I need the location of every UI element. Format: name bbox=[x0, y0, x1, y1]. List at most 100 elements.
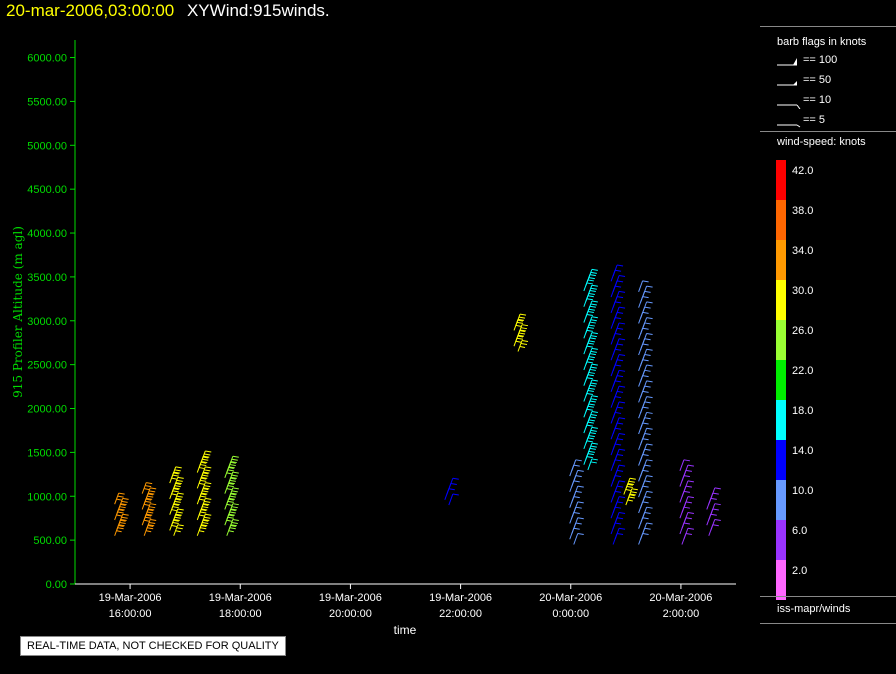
x-tick-time: 18:00:00 bbox=[219, 608, 262, 620]
barb-feather bbox=[117, 495, 124, 498]
barb-feather bbox=[625, 489, 631, 491]
barb-feather bbox=[616, 359, 624, 362]
barb-staff bbox=[614, 480, 620, 493]
barb-feather bbox=[573, 480, 580, 483]
barb-feather bbox=[205, 450, 212, 453]
barb-staff bbox=[614, 496, 620, 508]
barb-feather bbox=[121, 516, 128, 519]
barb-staff bbox=[683, 512, 689, 524]
barb-feather bbox=[683, 490, 690, 493]
barb-feather bbox=[614, 490, 622, 493]
barb-feather bbox=[586, 314, 593, 317]
barb-feather bbox=[176, 495, 183, 498]
barb-feather bbox=[150, 518, 157, 521]
barb-feather bbox=[230, 524, 237, 527]
barb-feather bbox=[452, 477, 459, 480]
barb-staff bbox=[683, 480, 689, 493]
barb-feather bbox=[646, 459, 653, 462]
barb-feather bbox=[232, 487, 239, 490]
barb-feather bbox=[614, 459, 622, 462]
barb-feather bbox=[589, 384, 596, 387]
barb-feather bbox=[517, 319, 524, 322]
barb-staff bbox=[573, 470, 579, 482]
barb-feather bbox=[616, 264, 624, 267]
barb-feather bbox=[175, 513, 182, 516]
barb-feather bbox=[586, 345, 593, 348]
x-tick-time: 16:00:00 bbox=[109, 608, 152, 620]
barb-feather bbox=[117, 511, 124, 514]
legend-divider bbox=[760, 596, 896, 597]
barb-feather bbox=[642, 533, 649, 536]
barb-feather bbox=[590, 429, 597, 432]
barb-staff bbox=[573, 533, 579, 545]
barb-staff bbox=[614, 464, 620, 477]
barb-staff bbox=[587, 411, 593, 423]
barb-feather bbox=[714, 503, 721, 506]
wind-profile bbox=[224, 455, 239, 536]
barb-feather bbox=[646, 364, 653, 367]
barb-feather bbox=[614, 475, 622, 478]
barb-feather bbox=[517, 318, 525, 321]
barb-feather bbox=[232, 518, 239, 521]
barb-feather bbox=[586, 298, 593, 301]
barb-staff bbox=[587, 427, 593, 439]
barb-feather bbox=[203, 471, 210, 474]
barb-feather bbox=[203, 487, 210, 490]
barb-feather bbox=[203, 518, 210, 521]
barb-feather bbox=[586, 361, 593, 364]
barb-staff bbox=[200, 450, 206, 463]
barb-feather bbox=[646, 301, 653, 304]
barb-feather bbox=[230, 461, 236, 464]
barb-feather bbox=[590, 335, 597, 338]
barb-feather bbox=[618, 527, 626, 530]
barb-flag-icon bbox=[777, 81, 797, 86]
barb-feather bbox=[642, 438, 649, 441]
colorbar-label: 42.0 bbox=[792, 165, 814, 177]
colorbar-swatch bbox=[776, 480, 786, 520]
barb-feather bbox=[575, 475, 582, 478]
barb-feather bbox=[618, 464, 626, 467]
barb-feather bbox=[616, 454, 624, 457]
barb-feather bbox=[591, 316, 598, 319]
barb-feather bbox=[204, 453, 211, 456]
barb-staff bbox=[228, 471, 234, 484]
barb-feather bbox=[145, 485, 152, 488]
barb-feather bbox=[515, 340, 522, 343]
barb-feather bbox=[712, 492, 719, 495]
barb-feather bbox=[614, 269, 622, 272]
barb-feather bbox=[618, 511, 626, 514]
barb-staff bbox=[141, 482, 147, 494]
barb-feather bbox=[203, 503, 209, 506]
barb-feather bbox=[122, 513, 129, 516]
barb-feather bbox=[203, 472, 209, 475]
barb-feather bbox=[229, 464, 236, 467]
barb-feather bbox=[148, 509, 154, 512]
barb-staff bbox=[642, 428, 648, 440]
barb-feather bbox=[573, 464, 580, 467]
barb-feather bbox=[116, 530, 122, 533]
barb-feather bbox=[230, 461, 237, 464]
barb-staff bbox=[642, 443, 648, 456]
barb-feather bbox=[644, 480, 651, 483]
barb-feather bbox=[204, 469, 211, 472]
barb-feather bbox=[173, 518, 180, 521]
barb-feather bbox=[171, 493, 177, 496]
barb-staff bbox=[173, 508, 179, 521]
barb-feather bbox=[450, 483, 457, 485]
barb-feather bbox=[589, 305, 596, 308]
barb-feather bbox=[629, 494, 635, 497]
barb-feather bbox=[683, 475, 690, 478]
barb-staff bbox=[145, 487, 151, 500]
barb-feather bbox=[146, 514, 152, 517]
barb-feather bbox=[117, 527, 124, 530]
barb-feather bbox=[614, 364, 622, 367]
barb-feather bbox=[618, 496, 626, 499]
barb-staff bbox=[638, 280, 644, 292]
barb-feather bbox=[646, 522, 653, 525]
wind-profile bbox=[706, 487, 721, 536]
barb-feather bbox=[229, 479, 236, 482]
barb-feather bbox=[203, 488, 209, 491]
y-tick-label: 3000.00 bbox=[27, 316, 67, 328]
barb-feather bbox=[205, 513, 212, 516]
barb-feather bbox=[228, 514, 234, 517]
